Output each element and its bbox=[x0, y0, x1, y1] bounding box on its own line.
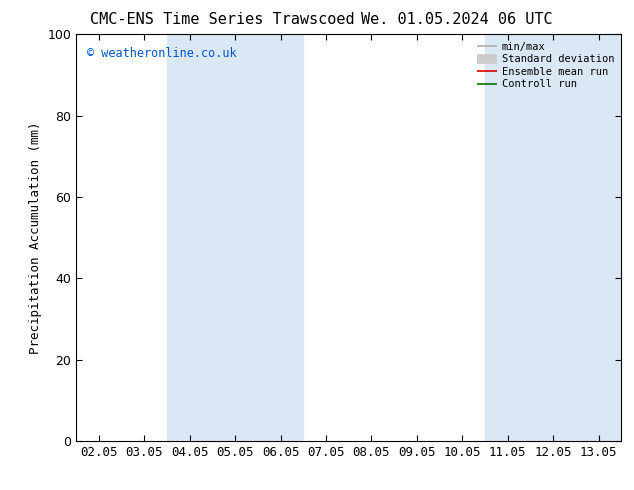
Text: © weatheronline.co.uk: © weatheronline.co.uk bbox=[87, 47, 236, 59]
Text: CMC-ENS Time Series Trawscoed: CMC-ENS Time Series Trawscoed bbox=[89, 12, 354, 27]
Bar bbox=[167, 34, 303, 441]
Text: We. 01.05.2024 06 UTC: We. 01.05.2024 06 UTC bbox=[361, 12, 552, 27]
Bar bbox=[485, 34, 621, 441]
Y-axis label: Precipitation Accumulation (mm): Precipitation Accumulation (mm) bbox=[29, 122, 42, 354]
Legend: min/max, Standard deviation, Ensemble mean run, Controll run: min/max, Standard deviation, Ensemble me… bbox=[472, 37, 618, 94]
